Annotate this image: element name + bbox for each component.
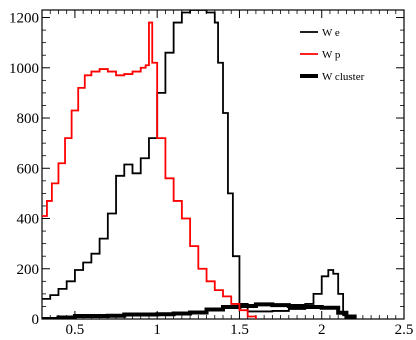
legend: W e W p W cluster xyxy=(300,27,365,83)
legend-label: W cluster xyxy=(322,71,365,83)
plot-frame xyxy=(41,9,405,320)
x-tick-label: 1.5 xyxy=(230,322,249,338)
series-line-w-p xyxy=(42,21,257,319)
y-tick-label: 0 xyxy=(32,312,40,328)
series-line-w-e xyxy=(42,10,348,319)
x-tick-label: 1 xyxy=(153,322,161,338)
series-layer xyxy=(42,10,357,319)
y-tick-label: 600 xyxy=(17,161,40,177)
y-tick-label: 1000 xyxy=(9,61,39,77)
legend-label: W p xyxy=(322,49,341,61)
y-tick-label: 1200 xyxy=(9,11,39,27)
y-tick-label: 200 xyxy=(17,262,40,278)
y-tick-label: 400 xyxy=(17,212,40,228)
legend-label: W e xyxy=(322,27,340,39)
x-tick-label: 0.5 xyxy=(66,322,85,338)
series-line-w-cluster xyxy=(42,302,357,319)
y-tick-label: 800 xyxy=(17,111,40,127)
x-tick-label: 2 xyxy=(318,322,326,338)
tick-labels: 0.5 1 1.5 2 2.5 0 200 400 600 800 1000 1200 xyxy=(9,11,413,338)
x-tick-label: 2.5 xyxy=(395,322,414,338)
